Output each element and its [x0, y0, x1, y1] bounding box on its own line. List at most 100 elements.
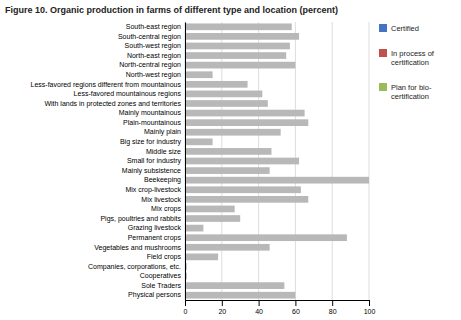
y-tick-label: Middle size — [146, 148, 181, 155]
legend: Certified In process ofcertification Plan … — [379, 24, 435, 101]
y-axis-line — [185, 23, 186, 301]
x-tick: 20 — [218, 300, 226, 315]
legend-item: Certified — [379, 24, 419, 33]
legend-item: In process ofcertification — [379, 49, 435, 67]
bar — [185, 244, 270, 251]
y-tick: Physical persons — [128, 291, 181, 299]
legend-label: Plan for bio-certification — [391, 83, 432, 101]
y-tick: With lands in protected zones and territ… — [44, 100, 181, 108]
bar — [185, 177, 369, 184]
y-tick-label: Sole Traders — [141, 282, 181, 289]
y-tick: Less-favored mountainous regions — [74, 90, 182, 98]
legend-item: Plan for bio-certification — [379, 83, 432, 101]
x-tick: 60 — [292, 300, 300, 315]
y-tick-label: Mix crops — [151, 205, 181, 213]
bar — [185, 138, 213, 145]
y-tick-label: With lands in protected zones and territ… — [44, 100, 181, 108]
y-tick-label: Permanent crops — [128, 234, 182, 242]
bar — [185, 100, 268, 107]
y-tick: Big size for industry — [120, 138, 182, 146]
y-tick: Mix crops — [151, 205, 181, 213]
y-tick: Sole Traders — [141, 282, 181, 289]
y-tick: Middle size — [146, 148, 181, 155]
bar — [185, 110, 305, 117]
bar — [185, 91, 262, 98]
y-tick-label: Big size for industry — [120, 138, 182, 146]
y-tick: Grazing livestock — [128, 224, 182, 232]
bar — [185, 167, 270, 174]
y-tick-label: South-east region — [126, 23, 181, 31]
bar — [185, 215, 240, 222]
x-tick-label: 60 — [292, 308, 300, 315]
y-tick-label: Companies, corporations, etc. — [88, 263, 181, 271]
y-tick: North-east region — [127, 52, 181, 60]
x-axis: 0 20 40 60 80 100 — [184, 300, 376, 315]
y-tick-label: Less-favored mountainous regions — [74, 90, 182, 98]
y-tick: Less-favored regions different from moun… — [31, 81, 182, 89]
y-axis: South-east region South-central regionSou… — [31, 23, 186, 301]
x-tick: 40 — [255, 300, 263, 315]
chart-svg: Figure 10. Organic production in farms o… — [0, 0, 461, 320]
bar — [185, 81, 248, 88]
x-tick-mark — [369, 300, 370, 306]
bar — [185, 62, 295, 69]
y-tick: Mainly plain — [144, 128, 181, 136]
y-tick: Companies, corporations, etc. — [88, 263, 181, 271]
x-tick-mark — [295, 300, 296, 306]
bar — [185, 23, 292, 30]
x-tick-label: 80 — [329, 308, 337, 315]
y-tick: Mix livestock — [141, 196, 181, 203]
x-tick-label: 40 — [255, 308, 263, 315]
x-tick: 0 — [184, 300, 188, 315]
bar — [185, 43, 290, 50]
bar — [185, 196, 308, 203]
y-tick-label: Mix livestock — [141, 196, 181, 203]
bar — [185, 292, 295, 299]
x-tick-mark — [222, 300, 223, 306]
y-tick: Vegetables and mushrooms — [94, 244, 181, 252]
y-tick: Plain-mountainous — [123, 119, 181, 126]
bar — [185, 254, 218, 261]
bar — [185, 186, 301, 193]
y-tick-label: South-central region — [118, 33, 181, 41]
grid-line — [369, 22, 370, 300]
x-tick-label: 0 — [184, 308, 188, 315]
bar — [185, 33, 299, 40]
bar — [185, 148, 271, 155]
bars — [185, 23, 369, 298]
grid-line — [185, 22, 186, 300]
y-tick-label: South-west region — [125, 42, 182, 50]
bar — [185, 71, 213, 78]
y-tick-label: North-central region — [119, 61, 181, 69]
x-tick: 100 — [364, 300, 376, 315]
y-tick: South-west region — [125, 42, 182, 50]
x-tick-mark — [259, 300, 260, 306]
y-tick-label: Vegetables and mushrooms — [94, 244, 181, 252]
y-tick-label: Pigs, poultries and rabbits — [100, 215, 181, 223]
y-tick-label: Mainly mountainous — [119, 109, 182, 117]
legend-label: In process ofcertification — [391, 49, 435, 67]
y-tick: Mix crop-livestock — [125, 186, 181, 194]
y-tick: Pigs, poultries and rabbits — [100, 215, 181, 223]
y-tick: South-east region — [126, 23, 181, 31]
bar — [185, 206, 235, 213]
grid-line — [332, 22, 333, 300]
y-tick-label: Beekeeping — [144, 176, 181, 184]
grid — [185, 22, 369, 300]
y-tick-label: Field crops — [147, 253, 182, 261]
legend-swatch — [379, 83, 387, 91]
y-tick: Beekeeping — [144, 176, 181, 184]
y-tick-label: Mainly plain — [144, 128, 181, 136]
y-tick: Permanent crops — [128, 234, 182, 242]
y-tick-label: Less-favored regions different from moun… — [31, 81, 182, 89]
bar — [185, 234, 347, 241]
x-tick-mark — [332, 300, 333, 306]
y-tick-label: Mix crop-livestock — [125, 186, 181, 194]
y-tick: North-west region — [126, 71, 181, 79]
bar — [185, 225, 203, 232]
y-tick-label: Cooperatives — [140, 272, 182, 280]
y-tick-label: North-east region — [127, 52, 181, 60]
legend-label: Certified — [391, 24, 419, 33]
y-tick-label: Small for industry — [127, 157, 182, 165]
x-tick: 80 — [329, 300, 337, 315]
